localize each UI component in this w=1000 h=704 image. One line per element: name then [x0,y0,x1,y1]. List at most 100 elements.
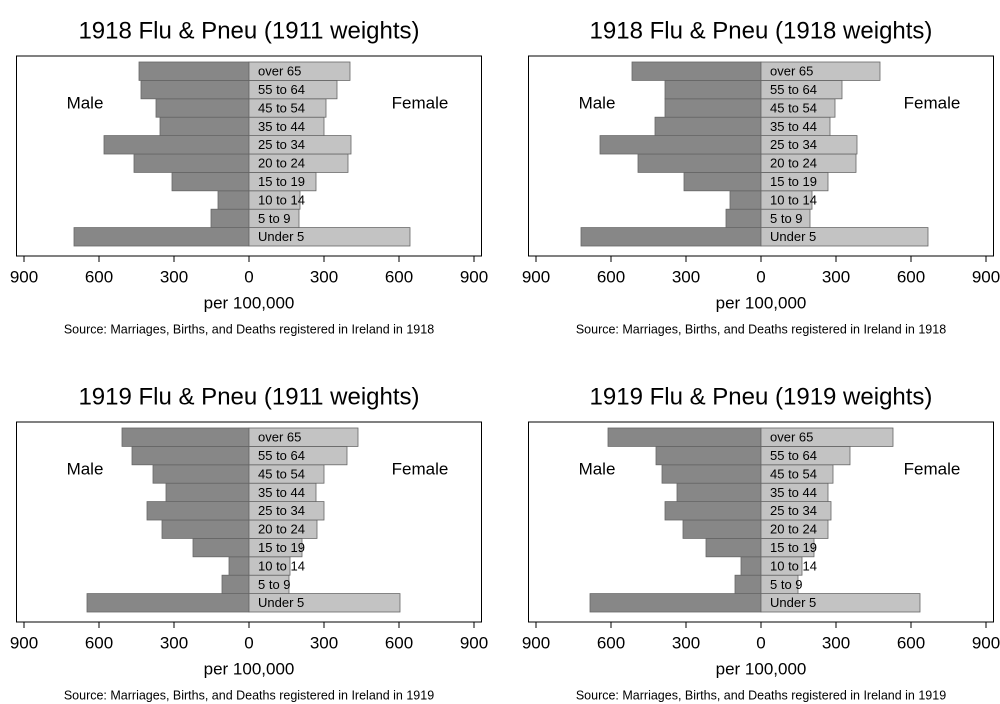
bar [248,227,411,247]
category-label: 5 to 9 [258,211,291,226]
x-tick-label: 600 [897,633,925,652]
bar [248,61,351,81]
x-axis-label: per 100,000 [204,659,295,678]
x-tick-label: 300 [160,633,188,652]
source-note: Source: Marriages, Births, and Deaths re… [576,322,946,336]
series-label: Male [579,93,616,112]
category-label: 10 to 14 [258,192,305,207]
bar [740,556,762,576]
category-label: 5 to 9 [770,577,803,592]
x-tick-label: 300 [310,633,338,652]
bar [159,116,250,136]
series-label: Female [904,459,961,478]
bar [248,593,401,613]
category-label: 15 to 19 [258,174,305,189]
category-label: over 65 [258,64,301,79]
bar [655,446,762,466]
x-tick-label: 300 [160,267,188,286]
chart-title: 1918 Flu & Pneu (1911 weights) [78,17,419,44]
bar [146,501,250,521]
bar [760,61,881,81]
category-label: 20 to 24 [770,522,817,537]
category-label: 35 to 44 [258,119,305,134]
bar [589,593,762,613]
chart-title: 1918 Flu & Pneu (1918 weights) [590,17,933,44]
bar [140,80,250,100]
category-label: 45 to 54 [770,100,817,115]
x-tick-label: 0 [756,633,765,652]
category-label: 55 to 64 [770,448,817,463]
bar [760,227,929,247]
x-tick-label: 600 [597,267,625,286]
category-label: Under 5 [770,595,816,610]
category-label: over 65 [258,430,301,445]
chart-panel: 1919 Flu & Pneu (1919 weights) Under 5 5 t… [522,383,1000,702]
category-label: 20 to 24 [258,522,305,537]
x-tick-label: 600 [385,267,413,286]
bar [664,80,762,100]
bar [683,171,762,192]
category-label: 35 to 44 [258,485,305,500]
x-tick-label: 600 [597,633,625,652]
x-tick-label: 900 [972,633,1000,652]
series-label: Female [392,93,449,112]
chart-title: 1919 Flu & Pneu (1919 weights) [590,383,933,410]
category-label: Under 5 [258,595,304,610]
source-note: Source: Marriages, Births, and Deaths re… [64,688,434,702]
series-label: Female [904,93,961,112]
series-label: Male [579,459,616,478]
category-label: 25 to 34 [258,137,305,152]
bar [248,427,359,447]
x-tick-label: 0 [244,633,253,652]
x-tick-label: 0 [756,267,765,286]
source-note: Source: Marriages, Births, and Deaths re… [64,322,434,336]
source-note: Source: Marriages, Births, and Deaths re… [576,688,946,702]
bar [599,135,762,155]
bar [155,98,250,118]
bar [664,98,762,118]
category-label: 55 to 64 [258,448,305,463]
bar [210,208,250,228]
bar [171,171,250,192]
bar [86,593,250,613]
category-label: 20 to 24 [258,156,305,171]
series-label: Male [67,93,104,112]
category-label: 35 to 44 [770,485,817,500]
x-tick-label: 300 [822,267,850,286]
chart-panel: 1918 Flu & Pneu (1918 weights) Under 5 5 t… [522,17,1000,336]
bar [121,427,250,447]
category-label: 45 to 54 [770,466,817,481]
x-tick-label: 600 [85,267,113,286]
category-label: 25 to 34 [770,503,817,518]
bar [221,574,250,594]
bar [138,61,250,81]
x-tick-label: 900 [522,267,550,286]
x-tick-label: 300 [822,633,850,652]
category-label: 25 to 34 [258,503,305,518]
category-label: over 65 [770,430,813,445]
bar [217,190,250,210]
category-label: 55 to 64 [770,82,817,97]
x-axis-label: per 100,000 [716,659,807,678]
category-label: 55 to 64 [258,82,305,97]
bar [760,593,921,613]
bar [725,208,762,228]
series-label: Male [67,459,104,478]
bar [161,519,250,539]
category-label: Under 5 [770,229,816,244]
bar [661,464,762,484]
bar [133,153,250,173]
bar [228,556,250,576]
bar [705,537,762,558]
category-label: 45 to 54 [258,100,305,115]
x-axis-label: per 100,000 [204,293,295,312]
x-tick-label: 300 [672,267,700,286]
category-label: 15 to 19 [770,540,817,555]
bar [631,61,762,81]
x-tick-label: 900 [460,267,488,286]
category-label: 15 to 19 [258,540,305,555]
category-label: 5 to 9 [258,577,291,592]
x-tick-label: 600 [385,633,413,652]
chart-panel: 1918 Flu & Pneu (1911 weights) Under 5 5 t… [10,17,488,336]
